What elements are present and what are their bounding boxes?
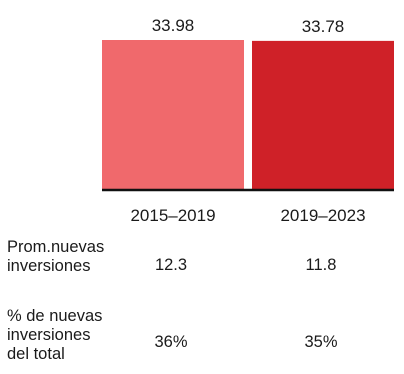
- value-label-1: 33.78: [302, 17, 345, 36]
- avg-new-investments-2019-2023: 11.8: [305, 256, 337, 274]
- category-label-1: 2019–2023: [280, 206, 365, 225]
- share-of-total-2019-2023: 35%: [304, 333, 338, 351]
- bar-1: [252, 40, 394, 190]
- category-label-0: 2015–2019: [130, 206, 215, 225]
- row-label-avg-new-investments: Prom.nuevas inversiones: [7, 238, 105, 275]
- avg-new-investments-2015-2019: 12.3: [154, 256, 188, 274]
- bar-chart: 33.98 2015–2019 33.78 2019–2023: [102, 16, 394, 225]
- share-of-total-2015-2019: 36%: [154, 333, 188, 351]
- row-label-share-of-total: % de nuevas inversiones del total: [7, 307, 103, 363]
- value-label-0: 33.98: [152, 16, 195, 35]
- bar-0: [102, 40, 244, 189]
